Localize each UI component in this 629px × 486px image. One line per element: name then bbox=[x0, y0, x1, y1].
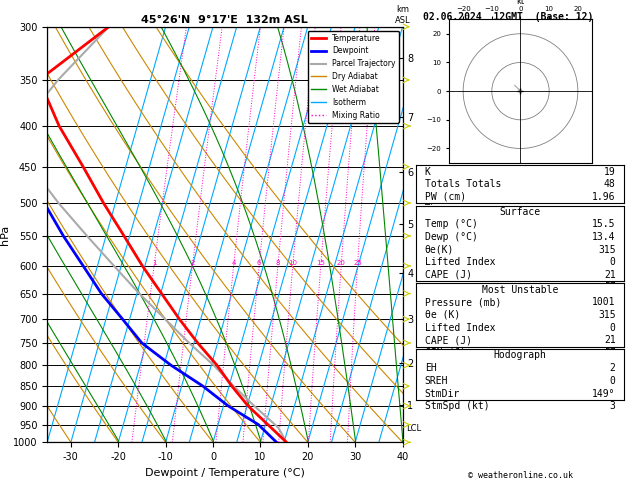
Text: Temp (°C): Temp (°C) bbox=[425, 219, 477, 229]
Text: 15.5: 15.5 bbox=[592, 219, 616, 229]
Text: 10: 10 bbox=[288, 260, 298, 266]
Title: 45°26'N  9°17'E  132m ASL: 45°26'N 9°17'E 132m ASL bbox=[142, 15, 308, 25]
Text: 8: 8 bbox=[276, 260, 280, 266]
X-axis label: Dewpoint / Temperature (°C): Dewpoint / Temperature (°C) bbox=[145, 468, 305, 478]
Text: 57: 57 bbox=[604, 282, 616, 292]
Text: Dewp (°C): Dewp (°C) bbox=[425, 232, 477, 242]
Text: 2: 2 bbox=[190, 260, 194, 266]
Text: Most Unstable: Most Unstable bbox=[482, 285, 559, 295]
Text: 13.4: 13.4 bbox=[592, 232, 616, 242]
Text: LCL: LCL bbox=[406, 424, 421, 433]
Text: 149°: 149° bbox=[592, 389, 616, 399]
Text: K: K bbox=[425, 167, 431, 176]
Text: 20: 20 bbox=[337, 260, 346, 266]
Legend: Temperature, Dewpoint, Parcel Trajectory, Dry Adiabat, Wet Adiabat, Isotherm, Mi: Temperature, Dewpoint, Parcel Trajectory… bbox=[308, 31, 399, 122]
Text: 1001: 1001 bbox=[592, 297, 616, 307]
Text: 2: 2 bbox=[610, 363, 616, 373]
Text: Lifted Index: Lifted Index bbox=[425, 323, 495, 332]
Text: CIN (J): CIN (J) bbox=[425, 282, 466, 292]
Y-axis label: hPa: hPa bbox=[0, 225, 10, 244]
Text: km
ASL: km ASL bbox=[395, 5, 410, 25]
Text: 6: 6 bbox=[257, 260, 262, 266]
Text: PW (cm): PW (cm) bbox=[425, 192, 466, 202]
Text: CAPE (J): CAPE (J) bbox=[425, 270, 472, 279]
Text: 3: 3 bbox=[610, 401, 616, 411]
Text: Lifted Index: Lifted Index bbox=[425, 257, 495, 267]
Text: Hodograph: Hodograph bbox=[494, 350, 547, 360]
Text: 21: 21 bbox=[604, 270, 616, 279]
Text: θe (K): θe (K) bbox=[425, 310, 460, 320]
Text: Pressure (mb): Pressure (mb) bbox=[425, 297, 501, 307]
Text: 19: 19 bbox=[604, 167, 616, 176]
Text: © weatheronline.co.uk: © weatheronline.co.uk bbox=[468, 471, 572, 480]
Text: StmSpd (kt): StmSpd (kt) bbox=[425, 401, 489, 411]
Text: 48: 48 bbox=[604, 179, 616, 189]
Text: EH: EH bbox=[425, 363, 437, 373]
Text: SREH: SREH bbox=[425, 376, 448, 386]
Text: 15: 15 bbox=[316, 260, 325, 266]
Text: Surface: Surface bbox=[499, 207, 541, 217]
Text: Totals Totals: Totals Totals bbox=[425, 179, 501, 189]
Text: 25: 25 bbox=[353, 260, 362, 266]
Text: 02.06.2024  12GMT  (Base: 12): 02.06.2024 12GMT (Base: 12) bbox=[423, 12, 593, 22]
Text: 315: 315 bbox=[598, 244, 616, 255]
Text: 4: 4 bbox=[231, 260, 236, 266]
Text: 0: 0 bbox=[610, 376, 616, 386]
Text: CIN (J): CIN (J) bbox=[425, 348, 466, 358]
Text: 0: 0 bbox=[610, 257, 616, 267]
Text: 21: 21 bbox=[604, 335, 616, 345]
X-axis label: kt: kt bbox=[516, 0, 525, 6]
Text: 315: 315 bbox=[598, 310, 616, 320]
Text: Mixing Ratio (g/kg): Mixing Ratio (g/kg) bbox=[422, 195, 431, 274]
Text: CAPE (J): CAPE (J) bbox=[425, 335, 472, 345]
Text: StmDir: StmDir bbox=[425, 389, 460, 399]
Text: 57: 57 bbox=[604, 348, 616, 358]
Text: 1: 1 bbox=[152, 260, 156, 266]
Text: 1.96: 1.96 bbox=[592, 192, 616, 202]
Text: θe(K): θe(K) bbox=[425, 244, 454, 255]
Text: 0: 0 bbox=[610, 323, 616, 332]
